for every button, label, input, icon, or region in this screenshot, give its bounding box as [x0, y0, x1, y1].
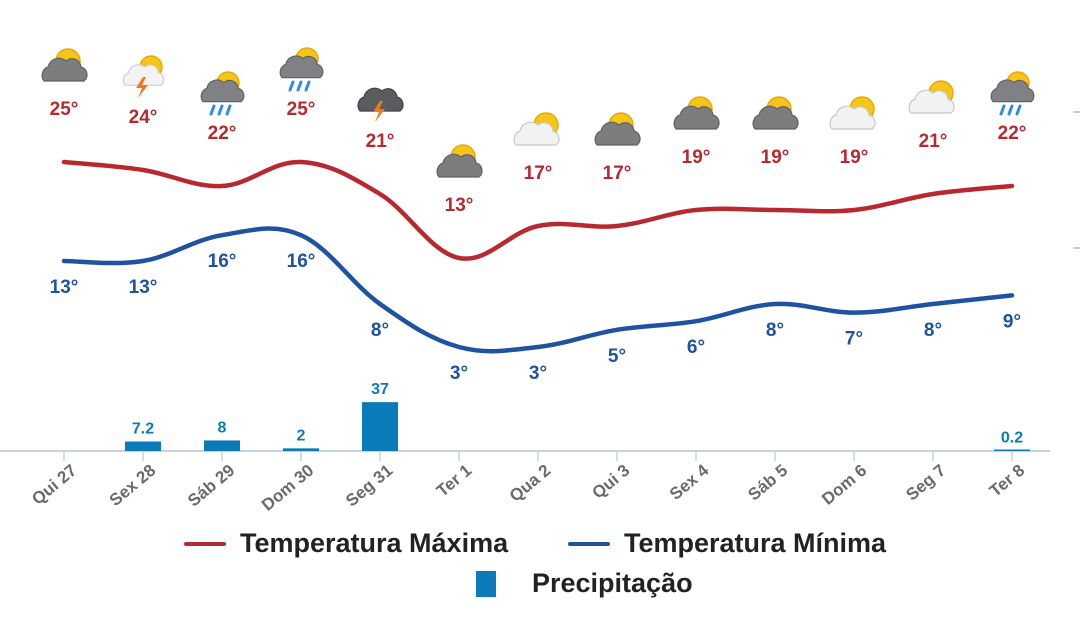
precip-bar	[362, 402, 398, 451]
max-temp-label: 19°	[682, 147, 711, 168]
max-temp-label: 17°	[603, 163, 632, 184]
min-temp-label: 16°	[287, 251, 316, 272]
max-temp-label: 22°	[998, 123, 1027, 144]
x-tick-label: Dom 30	[258, 461, 317, 515]
precip-label: 8	[218, 419, 227, 436]
x-tick-label: Ter 8	[986, 461, 1028, 501]
x-tick-label: Sáb 5	[744, 461, 791, 505]
storm-sun-icon	[122, 55, 165, 98]
cloudy-sun-icon	[673, 96, 720, 130]
rain-sun-icon	[990, 71, 1035, 116]
x-tick-label: Qua 2	[506, 461, 554, 506]
precip-bar	[204, 440, 240, 451]
rain-sun-icon	[200, 71, 245, 116]
min-temp-label: 7°	[845, 329, 863, 350]
max-temp-label: 24°	[129, 107, 158, 128]
cloudy-sun-icon	[594, 112, 641, 146]
x-tick-label: Qui 27	[28, 461, 80, 509]
precip-bar	[994, 449, 1030, 451]
partly-cloudy-icon	[513, 112, 560, 146]
cloudy-sun-icon	[41, 48, 88, 82]
min-temp-label: 8°	[766, 320, 784, 341]
max-temp-label: 25°	[287, 99, 316, 120]
x-tick-label: Seg 7	[902, 461, 949, 505]
min-temp-line	[61, 226, 1015, 354]
precip-label: 2	[297, 427, 306, 444]
x-tick-label: Sex 28	[106, 461, 159, 510]
max-temp-label: 19°	[761, 147, 790, 168]
x-tick-label: Sex 4	[666, 460, 713, 503]
min-temp-label: 8°	[371, 320, 389, 341]
x-tick-label: Seg 31	[342, 461, 396, 511]
min-temp-label: 6°	[687, 337, 705, 358]
min-temp-label: 3°	[450, 363, 468, 384]
max-temp-label: 13°	[445, 195, 474, 216]
precip-label: 7.2	[132, 420, 154, 437]
storm-cloud-icon	[357, 87, 404, 122]
min-temp-label: 9°	[1003, 311, 1021, 332]
precip-bar	[125, 441, 161, 451]
x-tick-label: Ter 1	[433, 461, 475, 501]
max-temp-label: 21°	[919, 131, 948, 152]
min-temp-label: 13°	[50, 277, 79, 298]
x-tick-label: Dom 6	[818, 461, 870, 509]
rain-sun-icon	[279, 47, 324, 92]
min-temp-label: 3°	[529, 363, 547, 384]
precip-label: 37	[371, 381, 389, 398]
max-temp-label: 25°	[50, 99, 79, 120]
x-tick-label: Sáb 29	[184, 461, 238, 511]
max-temp-line	[61, 159, 1015, 261]
max-temp-label: 21°	[366, 131, 395, 152]
min-temp-label: 13°	[129, 277, 158, 298]
partly-cloudy-icon	[829, 96, 876, 130]
min-temp-label: 8°	[924, 320, 942, 341]
cloudy-sun-icon	[752, 96, 799, 130]
precip-bar	[283, 448, 319, 451]
max-temp-label: 22°	[208, 123, 237, 144]
max-temp-label: 17°	[524, 163, 553, 184]
precip-label: 0.2	[1001, 430, 1023, 447]
min-temp-label: 16°	[208, 251, 237, 272]
max-temp-label: 19°	[840, 147, 869, 168]
x-tick-label: Qui 3	[589, 461, 634, 503]
min-temp-label: 5°	[608, 346, 626, 367]
partly-cloudy-icon	[908, 80, 955, 114]
cloudy-sun-icon	[436, 144, 483, 178]
